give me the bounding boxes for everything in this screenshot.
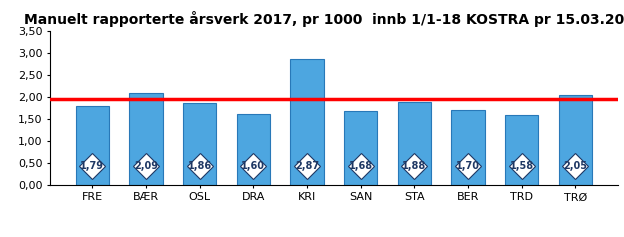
- Bar: [290, 59, 324, 185]
- Bar: [129, 93, 163, 185]
- Bar: [505, 115, 539, 185]
- Text: 2,09: 2,09: [134, 161, 158, 171]
- Text: 2,05: 2,05: [563, 161, 587, 171]
- Text: 1,58: 1,58: [510, 161, 534, 171]
- Text: 1,68: 1,68: [349, 161, 373, 171]
- Text: 1,60: 1,60: [241, 161, 265, 171]
- Title: Manuelt rapporterte årsverk 2017, pr 1000  innb 1/1-18 KOSTRA pr 15.03.2018: Manuelt rapporterte årsverk 2017, pr 100…: [24, 11, 624, 27]
- Text: 1,88: 1,88: [402, 161, 426, 171]
- Text: 1,79: 1,79: [80, 161, 104, 171]
- Bar: [236, 114, 270, 185]
- Bar: [183, 103, 217, 185]
- Bar: [451, 110, 485, 185]
- Bar: [397, 102, 431, 185]
- Bar: [344, 111, 378, 185]
- Text: 1,86: 1,86: [188, 161, 212, 171]
- Text: 2,87: 2,87: [295, 161, 319, 171]
- Text: 1,70: 1,70: [456, 161, 480, 171]
- Bar: [558, 95, 592, 185]
- Bar: [76, 106, 109, 185]
